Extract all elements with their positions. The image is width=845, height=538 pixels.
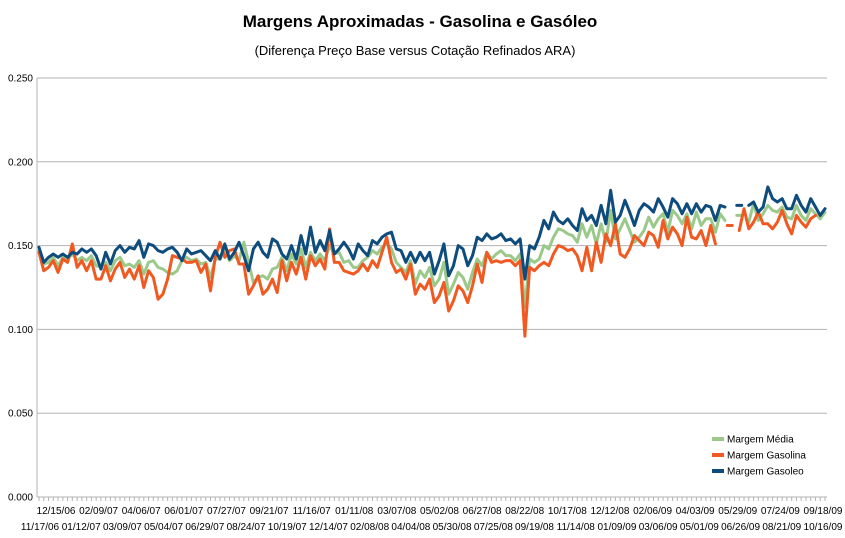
series-line-margem-gasolina bbox=[737, 207, 817, 236]
x-tick-label: 12/12/08 bbox=[590, 506, 629, 517]
x-tick-label: 06/27/08 bbox=[463, 506, 502, 517]
x-tick-label: 02/08/08 bbox=[350, 522, 389, 533]
x-tick-label: 10/19/07 bbox=[268, 522, 307, 533]
x-tick-label: 05/30/08 bbox=[433, 522, 472, 533]
axes bbox=[36, 78, 827, 501]
x-tick-label: 10/16/09 bbox=[804, 522, 843, 533]
legend-label-margem-m-dia: Margem Média bbox=[727, 435, 794, 446]
x-tick-label: 04/04/08 bbox=[391, 522, 430, 533]
x-tick-label: 05/02/08 bbox=[420, 506, 459, 517]
series-line-margem-gasoleo bbox=[37, 188, 727, 281]
chart-title: Margens Aproximadas - Gasolina e Gasóleo bbox=[243, 12, 598, 31]
x-tick-label: 11/17/06 bbox=[21, 522, 60, 533]
x-tick-label: 11/14/08 bbox=[557, 522, 596, 533]
x-tick-label: 06/29/07 bbox=[185, 522, 224, 533]
x-tick-label: 08/22/08 bbox=[505, 506, 544, 517]
x-tick-label: 04/06/07 bbox=[122, 506, 161, 517]
series-line-margem-m-dia bbox=[37, 208, 727, 310]
x-tick-label: 06/26/09 bbox=[721, 522, 760, 533]
x-tick-label: 09/18/09 bbox=[804, 506, 843, 517]
y-tick-label: 0.000 bbox=[8, 493, 33, 504]
y-tick-label: 0.200 bbox=[8, 157, 33, 168]
x-tick-label: 03/09/07 bbox=[103, 522, 142, 533]
x-tick-label: 12/14/07 bbox=[309, 522, 348, 533]
y-tick-label: 0.050 bbox=[8, 409, 33, 420]
x-tick-label: 07/27/07 bbox=[207, 506, 246, 517]
legend: Margem Média Margem Gasolina Margem Gasole… bbox=[712, 435, 806, 478]
x-tick-label: 11/16/07 bbox=[293, 506, 332, 517]
chart-subtitle: (Diferença Preço Base versus Cotação Ref… bbox=[255, 43, 576, 58]
x-tick-label: 01/11/08 bbox=[335, 506, 374, 517]
series-line-margem-gasoleo bbox=[747, 185, 827, 217]
grid-lines: 0.000 0.050 0.100 0.150 0.200 0.250 bbox=[8, 74, 827, 504]
x-tick-label: 01/12/07 bbox=[62, 522, 101, 533]
x-tick-label: 01/09/09 bbox=[597, 522, 636, 533]
x-tick-label: 05/04/07 bbox=[144, 522, 183, 533]
x-tick-label: 02/09/07 bbox=[79, 506, 118, 517]
x-tick-label: 08/21/09 bbox=[762, 522, 801, 533]
x-tick-label: 05/29/09 bbox=[718, 506, 757, 517]
y-tick-label: 0.100 bbox=[8, 325, 33, 336]
x-tick-label: 07/24/09 bbox=[761, 506, 800, 517]
x-tick-labels: 12/15/06 02/09/07 04/06/07 06/01/07 07/27/07… bbox=[21, 506, 843, 533]
series-lines bbox=[37, 185, 827, 338]
x-tick-label: 09/21/07 bbox=[250, 506, 289, 517]
x-tick-label: 08/24/07 bbox=[227, 522, 266, 533]
y-tick-label: 0.250 bbox=[8, 74, 33, 85]
legend-label-margem-gasolina: Margem Gasolina bbox=[727, 451, 806, 462]
x-tick-label: 02/06/09 bbox=[633, 506, 672, 517]
x-tick-label: 04/03/09 bbox=[676, 506, 715, 517]
x-tick-label: 03/06/09 bbox=[639, 522, 678, 533]
series-line-margem-gasolina bbox=[37, 215, 717, 338]
x-tick-label: 12/15/06 bbox=[37, 506, 76, 517]
x-tick-label: 10/17/08 bbox=[548, 506, 587, 517]
x-tick-label: 03/07/08 bbox=[377, 506, 416, 517]
y-tick-label: 0.150 bbox=[8, 241, 33, 252]
x-tick-label: 06/01/07 bbox=[164, 506, 203, 517]
legend-label-margem-gasoleo: Margem Gasoleo bbox=[727, 467, 804, 478]
x-tick-label: 09/19/08 bbox=[515, 522, 554, 533]
x-tick-label: 07/25/08 bbox=[474, 522, 513, 533]
x-tick-label: 05/01/09 bbox=[680, 522, 719, 533]
